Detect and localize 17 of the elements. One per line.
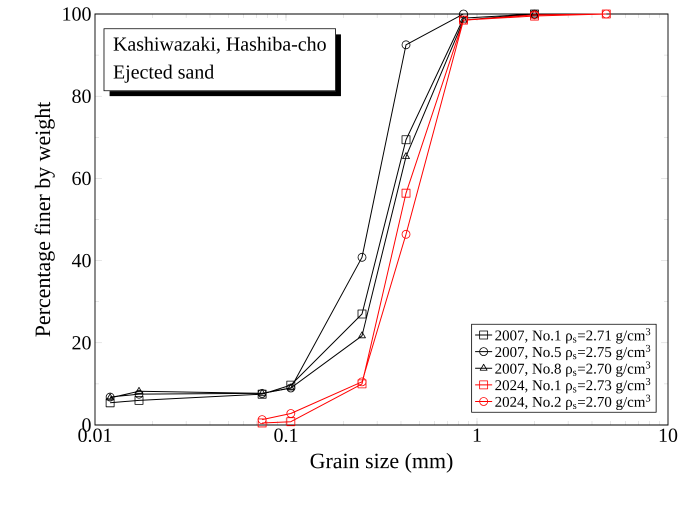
y-tick-label: 80 — [72, 89, 91, 103]
x-axis-title: Grain size (mm) — [310, 452, 452, 473]
x-tick-label: 0.1 — [274, 428, 298, 442]
y-tick-label: 20 — [72, 336, 91, 350]
legend-label: 2007, No.5 ρ$_{s}$=2.75 g/cm$^{3}$ — [495, 344, 650, 360]
legend-label: 2024, No.1 ρ$_{s}$=2.73 g/cm$^{3}$ — [495, 378, 650, 394]
y-tick-label: 60 — [72, 172, 91, 186]
y-tick-label: 40 — [72, 254, 91, 268]
legend-label: 2024, No.2 ρ$_{s}$=2.70 g/cm$^{3}$ — [495, 394, 650, 410]
y-axis-title: Percentage finer by weight — [34, 102, 55, 337]
annotation: Kashiwazaki, Hashiba-cho — [114, 36, 326, 54]
legend-label: 2007, No.8 ρ$_{s}$=2.70 g/cm$^{3}$ — [495, 361, 650, 377]
x-tick-label: 1 — [474, 428, 481, 442]
x-tick-label: 10 — [660, 428, 678, 442]
annotation: Ejected sand — [114, 64, 214, 83]
y-tick-label: 100 — [63, 7, 91, 21]
legend-label: 2007, No.1 ρ$_{s}$=2.71 g/cm$^{3}$ — [495, 328, 650, 344]
